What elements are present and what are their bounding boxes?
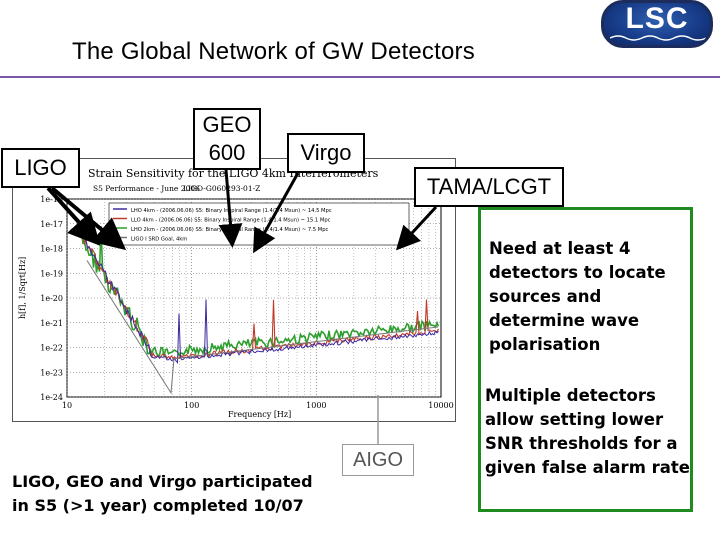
title-divider [0, 76, 720, 78]
ligo-label: LIGO [1, 148, 80, 188]
strain-sensitivity-plot: Strain Sensitivity for the LIGO 4km Inte… [12, 158, 456, 422]
lsc-logo-text: LSC [625, 2, 689, 35]
note-detectors-locate: Need at least 4 detectors to locate sour… [489, 239, 666, 354]
plot-curve-lho-2km [76, 226, 440, 357]
plot-legend-entry: LIGO I SRD Goal, 4km [131, 237, 187, 243]
lsc-logo: LSC [601, 0, 713, 48]
plot-canvas: Strain Sensitivity for the LIGO 4km Inte… [18, 167, 454, 419]
plot-legend-entry: LHO 4km - (2006.06.06) S5: Binary Inspir… [131, 208, 332, 214]
plot-x-tick-label: 10 [62, 401, 72, 410]
slide-title: The Global Network of GW Detectors [72, 38, 475, 65]
logo-wave-icon [610, 35, 706, 41]
plot-curve-llo-4km [76, 227, 439, 360]
plot-xlabel: Frequency [Hz] [228, 410, 291, 419]
plot-y-tick-label: 1e-17 [40, 220, 63, 229]
plot-y-tick-label: 1e-21 [40, 319, 63, 328]
plot-x-tick-label: 1000 [306, 401, 326, 410]
plot-y-tick-label: 1e-24 [40, 393, 63, 402]
s5-participation-text: LIGO, GEO and Virgo participated in S5 (… [12, 470, 372, 518]
plot-x-tick-label: 10000 [428, 401, 453, 410]
plot-legend-entry: LLO 4km - (2006.06.06) S5: Binary Inspir… [131, 218, 331, 224]
notes-box: Need at least 4 detectors to locate sour… [478, 207, 693, 512]
plot-ylabel: h[f], 1/Sqrt[Hz] [18, 257, 27, 319]
plot-x-tick-label: 100 [184, 401, 199, 410]
plot-subtitle-left: S5 Performance - June 2006 [93, 184, 200, 193]
s5-line-1: LIGO, GEO and Virgo participated [12, 472, 313, 491]
plot-subtitle-right: LIGO-G060293-01-Z [183, 184, 260, 193]
plot-y-tick-label: 1e-23 [40, 368, 63, 377]
aigo-label: AIGO [342, 444, 414, 476]
plot-legend-entry: LHO 2km - (2006.06.06) S5: Binary Inspir… [131, 227, 329, 233]
tama-label: TAMA/LCGT [414, 167, 564, 207]
s5-line-2: in S5 (>1 year) completed 10/07 [12, 496, 304, 515]
plot-y-tick-label: 1e-16 [40, 195, 63, 204]
geo-label: GEO 600 [193, 108, 261, 170]
note-snr-thresholds: Multiple detectors allow setting lower S… [485, 386, 690, 477]
plot-y-tick-label: 1e-22 [40, 344, 63, 353]
plot-y-tick-label: 1e-20 [40, 294, 63, 303]
virgo-label: Virgo [287, 133, 365, 173]
plot-y-tick-label: 1e-18 [40, 245, 63, 254]
plot-curve-srd-goal [86, 260, 439, 395]
plot-y-tick-label: 1e-19 [40, 269, 63, 278]
plot-curve-lho-4km [76, 226, 439, 364]
